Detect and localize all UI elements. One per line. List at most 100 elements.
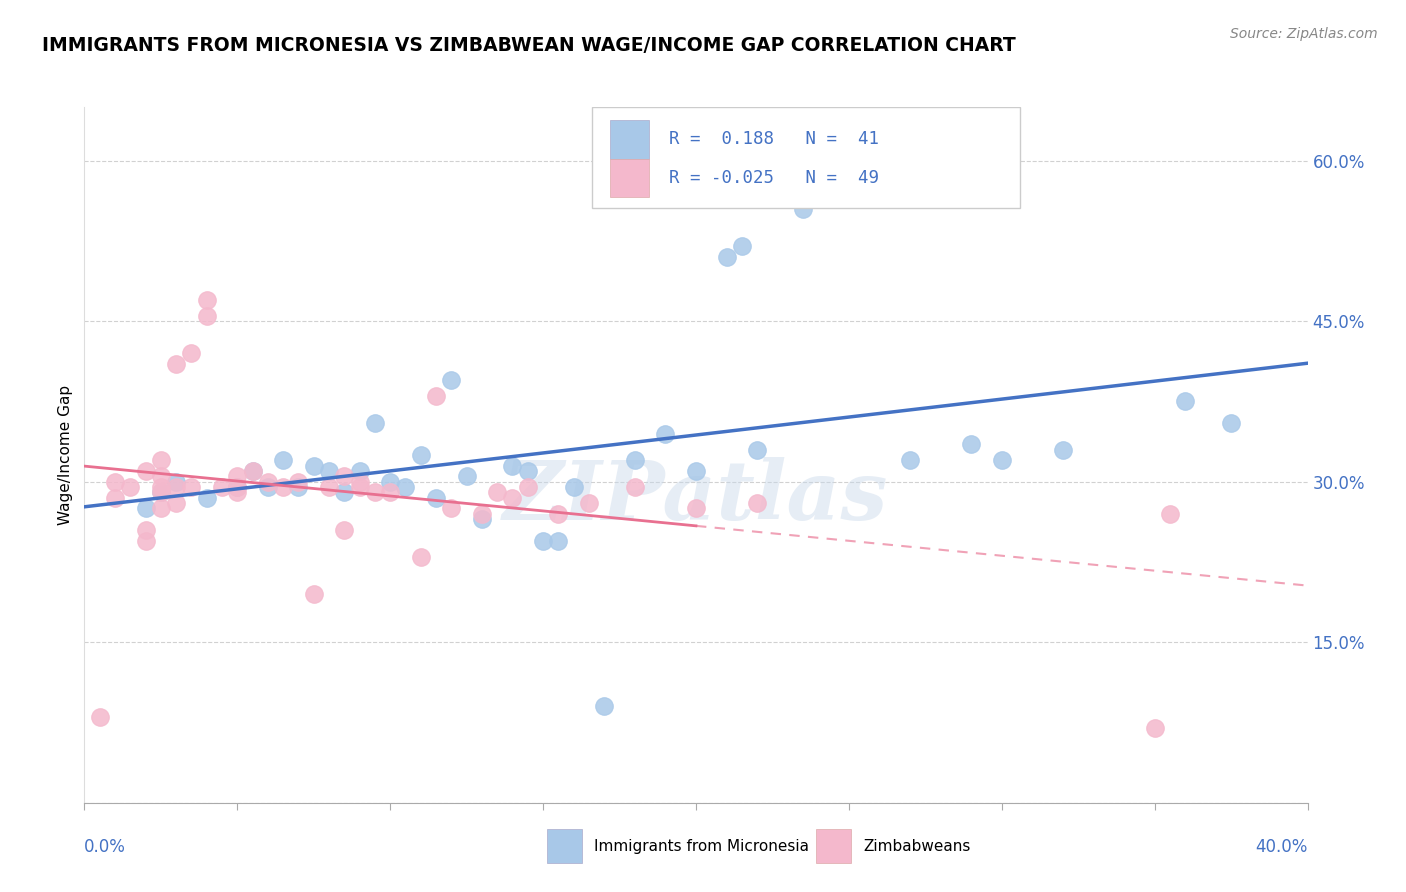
Point: [302, 587, 325, 601]
Point: [792, 202, 814, 216]
Point: [89, 710, 111, 724]
Text: R =  0.188   N =  41: R = 0.188 N = 41: [669, 130, 879, 148]
Point: [226, 480, 249, 494]
Point: [349, 480, 371, 494]
Point: [547, 533, 569, 548]
Point: [226, 469, 249, 483]
Point: [502, 491, 524, 505]
Point: [578, 496, 600, 510]
Point: [180, 480, 202, 494]
Point: [165, 357, 187, 371]
FancyBboxPatch shape: [547, 830, 582, 863]
Point: [1174, 394, 1197, 409]
FancyBboxPatch shape: [610, 120, 650, 159]
Point: [257, 480, 280, 494]
Point: [165, 480, 187, 494]
Point: [1052, 442, 1074, 457]
Point: [531, 533, 554, 548]
Point: [624, 480, 647, 494]
Point: [349, 464, 371, 478]
Point: [409, 549, 432, 564]
Point: [547, 507, 569, 521]
Point: [380, 485, 402, 500]
Point: [486, 485, 509, 500]
Point: [135, 523, 157, 537]
Point: [271, 480, 294, 494]
Point: [425, 389, 447, 403]
Point: [149, 480, 172, 494]
Point: [149, 501, 172, 516]
Point: [318, 480, 340, 494]
Text: 0.0%: 0.0%: [84, 838, 127, 855]
Point: [593, 699, 616, 714]
Point: [287, 475, 309, 489]
Point: [394, 480, 416, 494]
Point: [149, 469, 172, 483]
Point: [287, 480, 309, 494]
Point: [165, 496, 187, 510]
Point: [149, 453, 172, 467]
Point: [333, 523, 356, 537]
Point: [349, 475, 371, 489]
Text: Source: ZipAtlas.com: Source: ZipAtlas.com: [1230, 27, 1378, 41]
Point: [364, 485, 387, 500]
Point: [440, 373, 463, 387]
Point: [165, 475, 187, 489]
Point: [257, 475, 280, 489]
Point: [333, 469, 356, 483]
Text: 40.0%: 40.0%: [1256, 838, 1308, 855]
Point: [685, 464, 707, 478]
Point: [120, 480, 142, 494]
Point: [409, 448, 432, 462]
Point: [838, 186, 860, 200]
Point: [195, 491, 218, 505]
Point: [440, 501, 463, 516]
Point: [333, 485, 356, 500]
Point: [1220, 416, 1243, 430]
Point: [685, 501, 707, 516]
Text: ZIPatlas: ZIPatlas: [503, 457, 889, 537]
Text: Zimbabweans: Zimbabweans: [863, 838, 972, 854]
Text: IMMIGRANTS FROM MICRONESIA VS ZIMBABWEAN WAGE/INCOME GAP CORRELATION CHART: IMMIGRANTS FROM MICRONESIA VS ZIMBABWEAN…: [42, 36, 1017, 54]
Point: [716, 250, 738, 264]
Point: [747, 442, 769, 457]
Point: [1159, 507, 1181, 521]
Point: [562, 480, 585, 494]
Point: [226, 480, 249, 494]
Point: [149, 485, 172, 500]
Point: [471, 507, 494, 521]
Point: [960, 437, 983, 451]
Point: [242, 464, 264, 478]
Point: [516, 480, 538, 494]
Point: [364, 416, 387, 430]
Point: [731, 239, 754, 253]
Point: [104, 475, 127, 489]
Point: [380, 475, 402, 489]
Point: [242, 464, 264, 478]
FancyBboxPatch shape: [592, 107, 1021, 208]
Point: [135, 464, 157, 478]
Point: [195, 293, 218, 307]
Point: [747, 496, 769, 510]
Point: [425, 491, 447, 505]
Point: [180, 346, 202, 360]
Point: [654, 426, 676, 441]
Point: [135, 533, 157, 548]
FancyBboxPatch shape: [815, 830, 851, 863]
Point: [149, 485, 172, 500]
Point: [271, 453, 294, 467]
Point: [471, 512, 494, 526]
Point: [226, 485, 249, 500]
Point: [502, 458, 524, 473]
Point: [135, 501, 157, 516]
Point: [624, 453, 647, 467]
Point: [211, 480, 233, 494]
Text: Immigrants from Micronesia: Immigrants from Micronesia: [595, 838, 810, 854]
Point: [898, 453, 921, 467]
Text: R = -0.025   N =  49: R = -0.025 N = 49: [669, 169, 879, 187]
Point: [302, 458, 325, 473]
Point: [318, 464, 340, 478]
Point: [516, 464, 538, 478]
FancyBboxPatch shape: [610, 159, 650, 197]
Point: [1143, 721, 1166, 735]
